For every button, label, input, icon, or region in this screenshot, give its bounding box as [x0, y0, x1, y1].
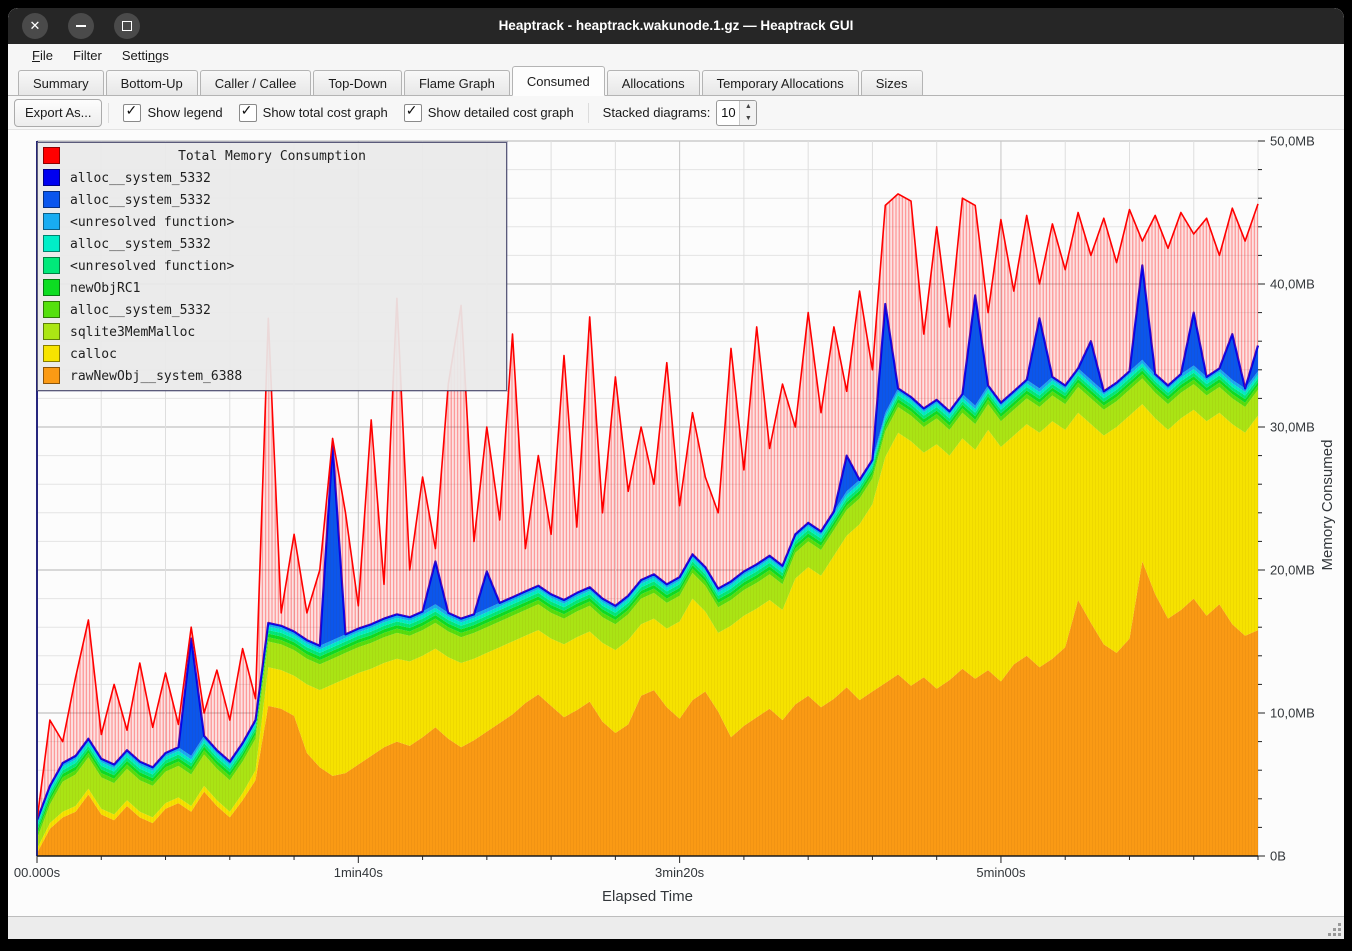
svg-text:10,0MB: 10,0MB [1270, 706, 1315, 721]
tab-bar: Summary Bottom-Up Caller / Callee Top-Do… [8, 66, 1344, 96]
stacked-diagrams-label: Stacked diagrams: [603, 105, 711, 120]
chart-legend: Total Memory Consumption alloc__system_53… [37, 142, 507, 391]
tab-caller-callee[interactable]: Caller / Callee [200, 70, 312, 95]
legend-item: <unresolved function> [38, 255, 506, 277]
svg-text:5min00s: 5min00s [976, 865, 1026, 880]
export-as-button[interactable]: Export As... [14, 99, 102, 127]
resize-grip-icon[interactable] [1338, 933, 1341, 936]
legend-item: rawNewObj__system_6388 [38, 365, 506, 387]
y-axis-title: Memory Consumed [1317, 490, 1337, 520]
legend-swatch-icon [43, 235, 60, 252]
stacked-diagrams-value[interactable]: 10 [717, 101, 739, 125]
legend-item: alloc__system_5332 [38, 299, 506, 321]
show-total-cost-label: Show total cost graph [263, 105, 388, 120]
legend-label: <unresolved function> [70, 259, 234, 274]
legend-item: <unresolved function> [38, 211, 506, 233]
show-total-cost-option: ✓ Show total cost graph [239, 104, 388, 122]
show-detailed-cost-label: Show detailed cost graph [428, 105, 574, 120]
svg-text:40,0MB: 40,0MB [1270, 277, 1315, 292]
legend-item: alloc__system_5332 [38, 189, 506, 211]
svg-text:0B: 0B [1270, 849, 1286, 864]
title-bar: ✕ Heaptrack - heaptrack.wakunode.1.gz — … [8, 8, 1344, 44]
show-total-cost-checkbox[interactable]: ✓ [239, 104, 257, 122]
legend-item: sqlite3MemMalloc [38, 321, 506, 343]
legend-swatch-icon [43, 345, 60, 362]
legend-title-row: Total Memory Consumption [38, 145, 506, 167]
show-detailed-cost-checkbox[interactable]: ✓ [404, 104, 422, 122]
status-bar [8, 916, 1344, 939]
legend-label: rawNewObj__system_6388 [70, 369, 242, 384]
checkmark-icon: ✓ [125, 102, 137, 119]
svg-text:30,0MB: 30,0MB [1270, 420, 1315, 435]
tab-consumed[interactable]: Consumed [512, 66, 605, 96]
svg-text:50,0MB: 50,0MB [1270, 134, 1315, 149]
legend-label: alloc__system_5332 [70, 171, 211, 186]
legend-label: sqlite3MemMalloc [70, 325, 195, 340]
legend-swatch-icon [43, 191, 60, 208]
spin-down-button[interactable]: ▼ [740, 113, 756, 125]
legend-label: alloc__system_5332 [70, 193, 211, 208]
show-legend-option: ✓ Show legend [123, 104, 222, 122]
legend-label: calloc [70, 347, 117, 362]
menu-file[interactable]: File [22, 46, 63, 65]
memory-consumed-chart[interactable]: 00.000s 1min40s 3min20s 5min00s 0B 10,0MB 20,0… [8, 130, 1344, 916]
tab-temporary-allocations[interactable]: Temporary Allocations [702, 70, 859, 95]
x-axis-title: Elapsed Time [37, 888, 1258, 905]
legend-item: alloc__system_5332 [38, 167, 506, 189]
menu-bar: File Filter Settings [8, 44, 1344, 66]
legend-label: alloc__system_5332 [70, 237, 211, 252]
legend-swatch-icon [43, 169, 60, 186]
legend-label: <unresolved function> [70, 215, 234, 230]
legend-swatch-icon [43, 279, 60, 296]
toolbar-separator [588, 103, 589, 123]
legend-label: newObjRC1 [70, 281, 140, 296]
svg-text:1min40s: 1min40s [334, 865, 384, 880]
menu-filter[interactable]: Filter [63, 46, 112, 65]
legend-label: alloc__system_5332 [70, 303, 211, 318]
tab-summary[interactable]: Summary [18, 70, 104, 95]
legend-swatch-icon [43, 301, 60, 318]
legend-swatch-icon [43, 257, 60, 274]
svg-text:00.000s: 00.000s [14, 865, 61, 880]
svg-text:3min20s: 3min20s [655, 865, 705, 880]
show-legend-label: Show legend [147, 105, 222, 120]
spinbox-arrows: ▲ ▼ [739, 101, 756, 125]
legend-item: alloc__system_5332 [38, 233, 506, 255]
tab-flame-graph[interactable]: Flame Graph [404, 70, 510, 95]
app-window: ✕ Heaptrack - heaptrack.wakunode.1.gz — … [8, 8, 1344, 939]
tab-allocations[interactable]: Allocations [607, 70, 700, 95]
toolbar: Export As... ✓ Show legend ✓ Show total … [8, 96, 1344, 130]
legend-swatch-icon [43, 213, 60, 230]
spin-up-button[interactable]: ▲ [740, 101, 756, 113]
window-title: Heaptrack - heaptrack.wakunode.1.gz — He… [8, 8, 1344, 44]
menu-settings[interactable]: Settings [112, 46, 179, 65]
legend-label: Total Memory Consumption [178, 149, 366, 164]
checkmark-icon: ✓ [406, 102, 418, 119]
legend-swatch-icon [43, 367, 60, 384]
show-detailed-cost-option: ✓ Show detailed cost graph [404, 104, 574, 122]
show-legend-checkbox[interactable]: ✓ [123, 104, 141, 122]
stacked-diagrams-spinbox: 10 ▲ ▼ [716, 100, 757, 126]
tab-sizes[interactable]: Sizes [861, 70, 923, 95]
legend-swatch-icon [43, 323, 60, 340]
toolbar-separator [108, 103, 109, 123]
legend-item: newObjRC1 [38, 277, 506, 299]
tab-bottom-up[interactable]: Bottom-Up [106, 70, 198, 95]
legend-swatch-icon [43, 147, 60, 164]
svg-text:20,0MB: 20,0MB [1270, 563, 1315, 578]
checkmark-icon: ✓ [241, 102, 253, 119]
legend-item: calloc [38, 343, 506, 365]
tab-top-down[interactable]: Top-Down [313, 70, 402, 95]
